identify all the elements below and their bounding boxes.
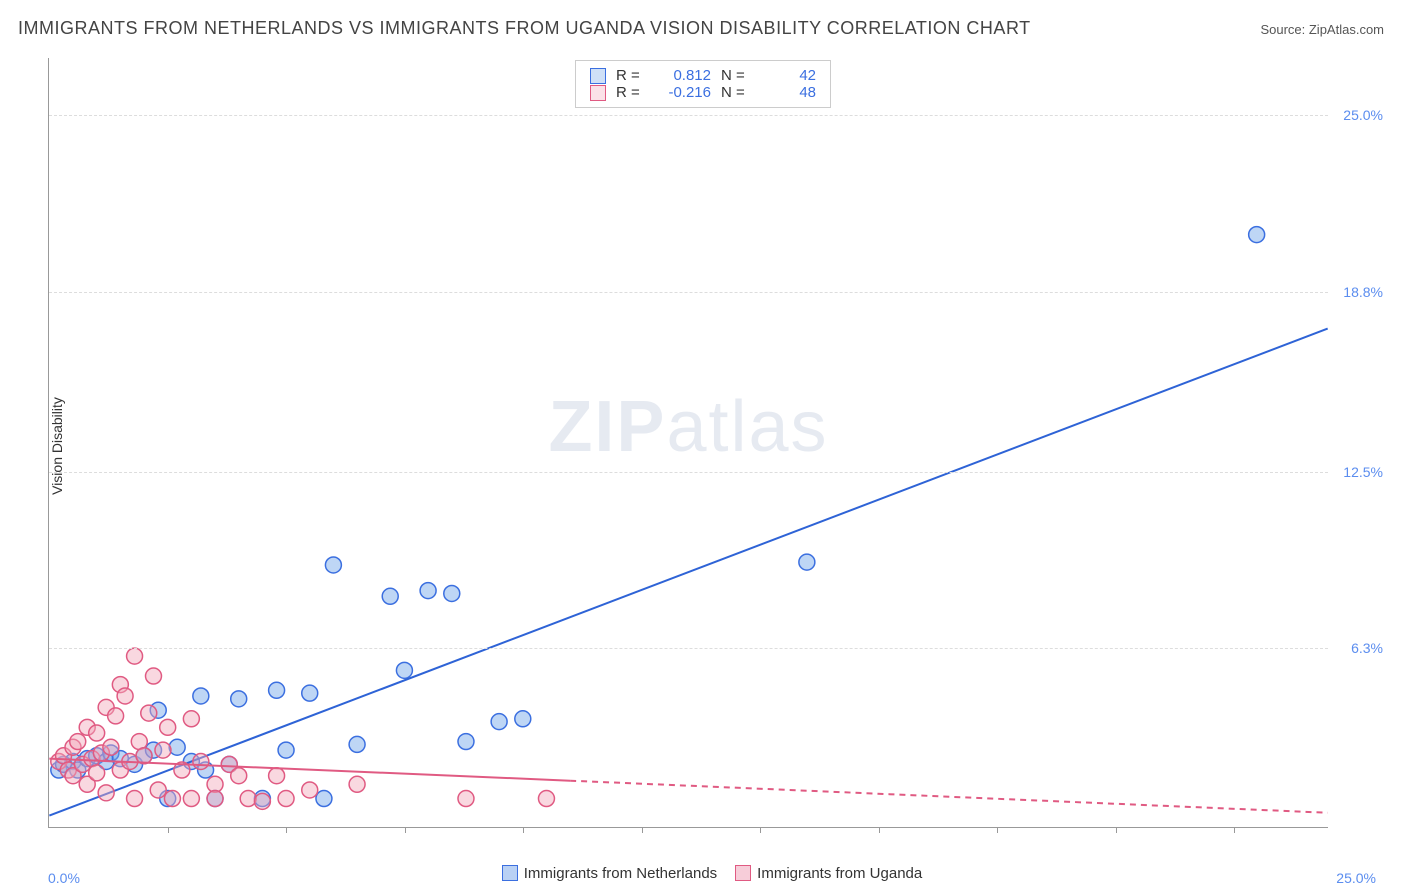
y-gridline [49, 115, 1328, 116]
data-point [302, 782, 318, 798]
x-minor-tick [760, 827, 761, 833]
legend-series-label: Immigrants from Netherlands [524, 865, 717, 882]
data-point [799, 554, 815, 570]
legend-series-label: Immigrants from Uganda [757, 865, 922, 882]
data-point [349, 776, 365, 792]
data-point [169, 739, 185, 755]
data-point [193, 688, 209, 704]
x-minor-tick [523, 827, 524, 833]
data-point [382, 588, 398, 604]
x-minor-tick [879, 827, 880, 833]
data-point [150, 782, 166, 798]
legend-r-label: R = [616, 84, 646, 101]
data-point [183, 711, 199, 727]
data-point [231, 691, 247, 707]
stats-legend: R = 0.812 N = 42 R = -0.216 N = 48 [575, 60, 831, 108]
data-point [458, 791, 474, 807]
x-minor-tick [1116, 827, 1117, 833]
data-point [127, 648, 143, 664]
data-point [396, 662, 412, 678]
plot-area: ZIPatlas 6.3%12.5%18.8%25.0% [48, 58, 1328, 828]
data-point [316, 791, 332, 807]
data-point [325, 557, 341, 573]
data-point [164, 791, 180, 807]
chart-source: Source: ZipAtlas.com [1260, 22, 1384, 37]
data-point [515, 711, 531, 727]
series-legend: Immigrants from Netherlands Immigrants fr… [0, 865, 1406, 882]
data-point [70, 734, 86, 750]
data-point [89, 765, 105, 781]
data-point [278, 742, 294, 758]
data-point [183, 791, 199, 807]
data-point [278, 791, 294, 807]
x-minor-tick [286, 827, 287, 833]
legend-r-value: 0.812 [656, 67, 711, 84]
legend-n-value: 48 [761, 84, 816, 101]
data-point [127, 791, 143, 807]
data-point [491, 714, 507, 730]
legend-swatch [590, 68, 606, 84]
data-point [160, 719, 176, 735]
data-point [269, 768, 285, 784]
stats-legend-row: R = 0.812 N = 42 [590, 67, 816, 84]
chart-title: IMMIGRANTS FROM NETHERLANDS VS IMMIGRANT… [18, 18, 1031, 39]
data-point [240, 791, 256, 807]
y-tick-label: 25.0% [1343, 107, 1383, 123]
data-point [231, 768, 247, 784]
chart-svg [49, 58, 1328, 827]
x-minor-tick [997, 827, 998, 833]
legend-swatch [590, 85, 606, 101]
y-gridline [49, 472, 1328, 473]
data-point [1249, 227, 1265, 243]
data-point [98, 785, 114, 801]
legend-n-label: N = [721, 84, 751, 101]
data-point [458, 734, 474, 750]
data-point [269, 682, 285, 698]
y-tick-label: 6.3% [1351, 640, 1383, 656]
y-tick-label: 12.5% [1343, 464, 1383, 480]
x-minor-tick [642, 827, 643, 833]
data-point [136, 748, 152, 764]
x-minor-tick [168, 827, 169, 833]
x-tick-start: 0.0% [48, 870, 80, 886]
y-gridline [49, 292, 1328, 293]
legend-n-label: N = [721, 67, 751, 84]
data-point [207, 791, 223, 807]
data-point [302, 685, 318, 701]
data-point [155, 742, 171, 758]
data-point [444, 585, 460, 601]
legend-r-value: -0.216 [656, 84, 711, 101]
data-point [108, 708, 124, 724]
data-point [349, 736, 365, 752]
data-point [141, 705, 157, 721]
data-point [538, 791, 554, 807]
y-gridline [49, 648, 1328, 649]
x-tick-end: 25.0% [1336, 870, 1376, 886]
data-point [117, 688, 133, 704]
data-point [146, 668, 162, 684]
data-point [89, 725, 105, 741]
legend-swatch [735, 865, 751, 881]
legend-n-value: 42 [761, 67, 816, 84]
x-minor-tick [1234, 827, 1235, 833]
trend-line-dashed [570, 781, 1328, 813]
x-minor-tick [405, 827, 406, 833]
stats-legend-row: R = -0.216 N = 48 [590, 84, 816, 101]
legend-r-label: R = [616, 67, 646, 84]
y-tick-label: 18.8% [1343, 284, 1383, 300]
data-point [254, 793, 270, 809]
legend-swatch [502, 865, 518, 881]
data-point [103, 739, 119, 755]
data-point [193, 754, 209, 770]
data-point [420, 583, 436, 599]
trend-line-solid [49, 329, 1327, 816]
